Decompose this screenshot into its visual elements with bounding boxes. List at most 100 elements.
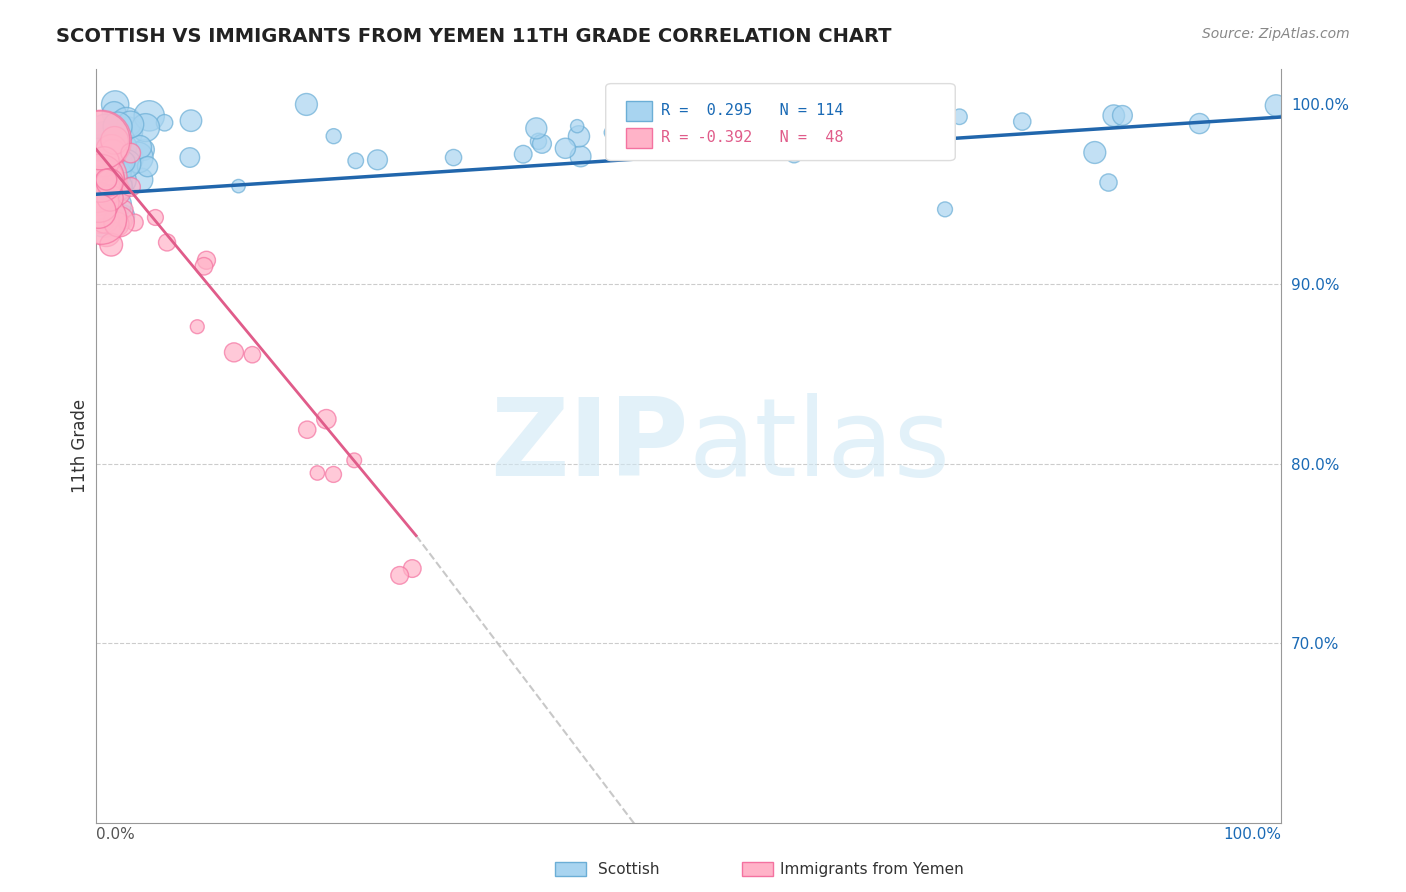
Point xyxy=(127,151,149,165)
Point xyxy=(599,126,621,140)
Point xyxy=(103,106,125,120)
Point xyxy=(1265,98,1288,112)
Point xyxy=(91,146,114,161)
Point xyxy=(100,148,122,162)
Point xyxy=(98,180,121,194)
Point xyxy=(86,182,108,196)
Point xyxy=(512,147,534,161)
Point xyxy=(614,135,637,149)
Point xyxy=(524,121,547,136)
Point xyxy=(105,217,128,231)
Point xyxy=(366,153,388,167)
Point xyxy=(100,143,122,157)
Point xyxy=(186,319,208,334)
Point xyxy=(107,120,129,134)
Point xyxy=(115,157,138,171)
Point xyxy=(297,423,319,437)
Point xyxy=(1188,117,1211,131)
Point xyxy=(115,115,138,129)
Point xyxy=(388,568,411,582)
Point xyxy=(87,188,110,202)
Point xyxy=(96,225,118,239)
Point xyxy=(222,345,245,359)
Point xyxy=(94,155,117,169)
Point xyxy=(783,148,806,162)
Point xyxy=(101,146,124,161)
Point xyxy=(89,153,111,168)
Point xyxy=(97,202,120,217)
Point xyxy=(86,146,108,161)
Point xyxy=(94,167,117,181)
Point xyxy=(117,151,139,165)
Point xyxy=(115,160,138,174)
Text: atlas: atlas xyxy=(689,392,950,499)
Point xyxy=(934,202,956,217)
Point xyxy=(740,106,762,120)
Point xyxy=(193,260,215,274)
Text: R = -0.392   N =  48: R = -0.392 N = 48 xyxy=(661,129,844,145)
Text: 0.0%: 0.0% xyxy=(96,827,135,842)
Point xyxy=(111,158,134,172)
Point xyxy=(124,215,146,229)
Point xyxy=(785,97,807,112)
Point xyxy=(108,166,131,180)
Point xyxy=(195,253,218,268)
Point xyxy=(614,121,637,136)
Point xyxy=(180,113,202,128)
Point xyxy=(112,202,135,217)
Point xyxy=(111,140,134,154)
Point xyxy=(96,172,118,186)
Point xyxy=(827,116,849,130)
Point xyxy=(86,149,108,163)
Point xyxy=(89,133,111,147)
Point xyxy=(94,126,117,140)
Point xyxy=(87,195,110,210)
Point xyxy=(104,151,127,165)
Point xyxy=(91,141,114,155)
Point xyxy=(901,122,924,136)
Point xyxy=(98,175,121,189)
Point xyxy=(114,215,136,229)
Point xyxy=(107,155,129,169)
Point xyxy=(115,155,138,169)
Point xyxy=(120,180,142,194)
Point xyxy=(98,139,121,153)
Point xyxy=(98,174,121,188)
Point xyxy=(179,151,201,165)
Point xyxy=(108,179,131,194)
Point xyxy=(948,110,970,124)
Text: R =  0.295   N = 114: R = 0.295 N = 114 xyxy=(661,103,844,118)
Point xyxy=(112,155,135,169)
Point xyxy=(97,132,120,146)
Point xyxy=(101,151,124,165)
Point xyxy=(120,118,142,132)
Point xyxy=(104,210,127,224)
Point xyxy=(322,129,344,144)
Point xyxy=(89,193,111,207)
Point xyxy=(120,146,142,161)
Point xyxy=(1102,109,1125,123)
Point xyxy=(94,212,117,227)
Point xyxy=(87,204,110,219)
Point xyxy=(87,187,110,202)
Point xyxy=(104,133,127,147)
Point xyxy=(443,151,465,165)
Point xyxy=(527,134,550,148)
Point xyxy=(93,154,115,169)
Point xyxy=(115,125,138,139)
Point xyxy=(307,466,329,480)
Point xyxy=(93,147,115,161)
FancyBboxPatch shape xyxy=(606,84,955,161)
Point xyxy=(295,97,318,112)
Point xyxy=(91,189,114,203)
Point xyxy=(136,160,159,174)
Point xyxy=(94,187,117,202)
Point xyxy=(96,182,118,196)
Point xyxy=(107,197,129,211)
Text: Source: ZipAtlas.com: Source: ZipAtlas.com xyxy=(1202,27,1350,41)
Point xyxy=(112,209,135,223)
Point xyxy=(98,159,121,173)
Point xyxy=(100,237,122,252)
Point xyxy=(228,179,250,194)
Point xyxy=(129,173,152,187)
